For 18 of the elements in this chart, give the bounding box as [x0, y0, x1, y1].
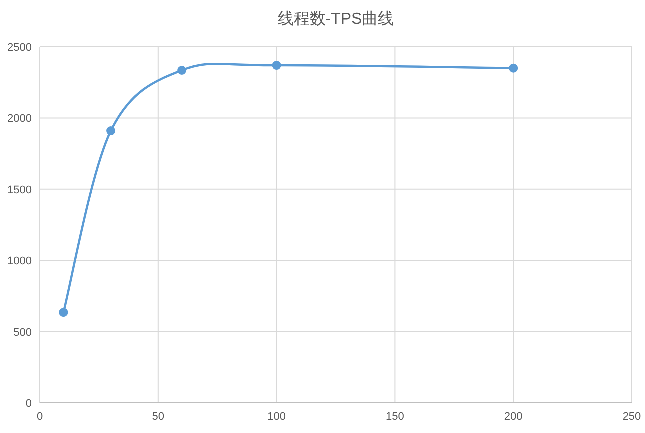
y-tick-label: 1000 [8, 256, 32, 268]
x-tick-label: 100 [268, 411, 286, 423]
title: 线程数-TPS曲线 [278, 11, 394, 28]
point [272, 61, 282, 70]
point [59, 308, 68, 318]
y-tick-label: 2000 [8, 113, 32, 126]
y-tick-label: 0 [26, 398, 32, 410]
x-tick-label: 0 [36, 411, 44, 423]
x-tick-label: 250 [622, 411, 642, 423]
point [509, 64, 518, 73]
x-tick-label: 50 [152, 411, 165, 423]
x-tick-label: 200 [504, 411, 523, 423]
x-tick-label: 150 [386, 411, 404, 423]
point [106, 126, 116, 136]
y-tick-label: 500 [14, 326, 32, 339]
y-tick-label: 1500 [8, 184, 32, 196]
point [178, 66, 187, 75]
y-tick-label: 2500 [8, 42, 32, 54]
